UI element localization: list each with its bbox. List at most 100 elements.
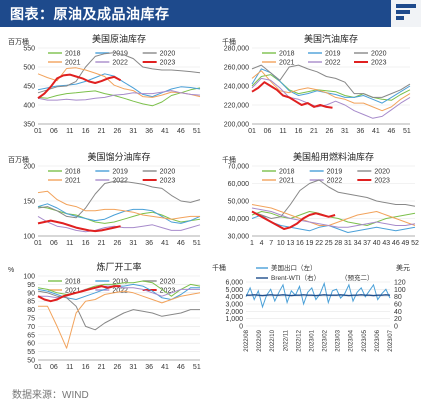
x-tick-label: 2022/11: [283, 329, 289, 351]
series-line-2022: [251, 77, 411, 119]
x-tick-label: 49: [402, 240, 410, 247]
chart-fuel-oil-inventory: 美国船用燃料油库存 千桶 30,000 40,000 50,000 60,000 70,00…: [222, 151, 419, 247]
y-tick-label: 200: [23, 164, 35, 171]
chart-distillate-inventory: 美国馏分油库存 百万桶 100 150 200 01 06 11 16 21 26 31 36 41 46 5…: [8, 151, 201, 247]
y-tick-label: 240,000: [224, 84, 249, 91]
y2-tick-label: 100: [394, 287, 406, 294]
y-tick-label: 80: [27, 307, 35, 314]
x-tick-label: 16: [295, 128, 303, 135]
legend-label: 2020: [374, 169, 390, 176]
series-line-2020: [37, 180, 201, 219]
legend-label: 2019: [327, 169, 343, 176]
x-tick-label: 31: [341, 128, 349, 135]
y-axis-label: 千桶: [222, 37, 236, 46]
chart-title: 美国汽油库存: [304, 33, 358, 44]
x-tick-label: 06: [50, 240, 58, 247]
x-tick-label: 46: [177, 128, 185, 135]
series-line-2018: [251, 74, 411, 101]
x-tick-label: 46: [392, 240, 400, 247]
legend-label: 2020: [160, 169, 176, 176]
x-tick-label: 19: [306, 240, 314, 247]
x-tick-label: 06: [50, 128, 58, 135]
y-tick-label: 200,000: [224, 122, 249, 129]
series-line-2021: [38, 290, 201, 349]
legend-label: 2021: [279, 60, 295, 67]
y-tick-label: 75: [27, 316, 35, 323]
x-tick-label: 43: [382, 240, 390, 247]
y-tick-label: 150: [23, 199, 35, 206]
data-source: 数据来源：WIND: [12, 390, 89, 401]
x-tick-label: 01: [34, 128, 42, 135]
legend-label: 2023: [160, 60, 176, 67]
x-tick-label: 41: [161, 364, 169, 371]
y-tick-label: 70: [27, 324, 35, 331]
series-line-2022: [251, 207, 416, 228]
x-tick-label: 31: [129, 240, 137, 247]
y-tick-label: 450: [23, 84, 35, 91]
series-line-2019: [251, 214, 416, 233]
x-tick-label: 16: [82, 364, 90, 371]
x-tick-label: 1: [250, 240, 254, 247]
y-axis-label: 千桶: [212, 263, 226, 272]
legend-label: 2018: [279, 51, 295, 58]
x-tick-label: 16: [82, 240, 90, 247]
x-tick-label: 11: [66, 364, 73, 371]
legend-label: 2021: [65, 288, 81, 295]
legend-label: Brent-WTI（右）: [271, 273, 320, 282]
x-tick-label: 01: [34, 364, 42, 371]
x-tick-label: 36: [357, 128, 365, 135]
x-tick-label: 11: [66, 128, 73, 135]
series-line-2022: [37, 90, 201, 101]
series-line-2021: [37, 67, 201, 98]
series-line-2021: [251, 204, 416, 226]
y-tick-label: 95: [27, 282, 35, 289]
x-tick-label: 34: [354, 240, 362, 247]
series-line-2019: [37, 203, 201, 224]
y-tick-label: 30,000: [228, 234, 250, 241]
legend-label: 2020: [371, 51, 387, 58]
legend-label: 2019: [325, 51, 341, 58]
series-line-2023: [37, 219, 121, 233]
x-tick-label: 26: [326, 128, 334, 135]
legend-label: 2022: [112, 60, 128, 67]
y2-tick-label: 40: [394, 309, 402, 316]
chart-title: 炼厂开工率: [96, 261, 141, 272]
x-tick-label: 21: [98, 128, 106, 135]
legend-note: （预充二）: [341, 273, 374, 282]
x-tick-label: 06: [264, 128, 272, 135]
x-tick-label: 36: [145, 364, 153, 371]
series-line-2021: [251, 70, 411, 112]
y-axis-label: 百万桶: [8, 155, 29, 164]
x-tick-label: 51: [403, 128, 411, 135]
y-tick-label: 65: [27, 332, 35, 339]
x-tick-label: 46: [177, 364, 185, 371]
y-tick-label: 100: [23, 234, 35, 241]
y-tick-label: 3,000: [225, 302, 243, 309]
y-tick-label: 50: [27, 358, 35, 365]
legend-label: 2018: [279, 169, 295, 176]
x-tick-label: 2022/08: [244, 329, 250, 351]
legend-label: 2021: [279, 178, 295, 185]
y-tick-label: 220,000: [224, 103, 249, 110]
x-tick-label: 25: [325, 240, 333, 247]
x-tick-label: 26: [114, 364, 122, 371]
x-tick-label: 26: [114, 240, 122, 247]
x-tick-label: 26: [114, 128, 122, 135]
x-tick-label: 2023/04: [349, 329, 355, 351]
x-tick-label: 7: [269, 240, 273, 247]
legend-label: 2019: [112, 279, 128, 286]
x-tick-label: 4: [260, 240, 264, 247]
x-tick-label: 06: [50, 364, 58, 371]
series-line-2021: [37, 190, 200, 220]
y-tick-label: 4,000: [225, 294, 243, 301]
y-tick-label: 90: [27, 290, 35, 297]
x-tick-label: 40: [373, 240, 381, 247]
y-tick-label: 1,000: [225, 316, 243, 323]
series-line-2018: [37, 206, 201, 224]
page-title: 图表：原油及成品油库存: [10, 6, 170, 22]
series-line-2020: [251, 179, 416, 219]
x-tick-label: 46: [388, 128, 396, 135]
y2-tick-label: 0: [394, 324, 398, 331]
series-line-2023: [37, 73, 122, 100]
